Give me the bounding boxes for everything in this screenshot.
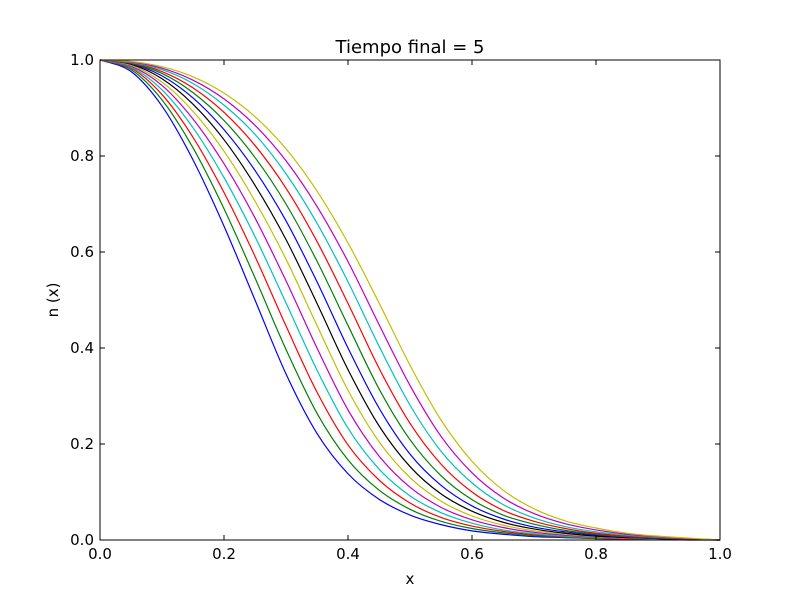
- x-tick-label: 0.0: [88, 545, 112, 563]
- x-tick-label: 0.4: [336, 545, 360, 563]
- y-axis-ticks: 0.0 0.2 0.4 0.6 0.8 1.0: [70, 51, 720, 549]
- series-line-12: [99, 59, 721, 541]
- plot-frame: [99, 59, 721, 541]
- series-line-1: [99, 59, 721, 541]
- series-line-3: [99, 59, 721, 541]
- series-lines: [99, 59, 721, 541]
- y-tick-label: 0.0: [70, 531, 94, 549]
- series-line-5: [99, 59, 721, 541]
- y-tick-label: 0.6: [70, 243, 94, 261]
- y-tick-label: 0.8: [70, 147, 94, 165]
- x-tick-label: 0.8: [584, 545, 608, 563]
- series-line-8: [99, 59, 721, 541]
- series-line-13: [99, 59, 721, 541]
- series-line-10: [99, 59, 721, 541]
- y-tick-label: 0.2: [70, 435, 94, 453]
- series-line-11: [99, 59, 721, 541]
- series-line-4: [99, 59, 721, 541]
- chart-title: Tiempo final = 5: [335, 37, 485, 58]
- series-line-7: [99, 59, 721, 541]
- y-tick-label: 1.0: [70, 51, 94, 69]
- series-line-6: [99, 59, 721, 541]
- x-tick-label: 0.2: [212, 545, 236, 563]
- x-axis-ticks: 0.0 0.2 0.4 0.6 0.8 1.0: [88, 60, 732, 563]
- y-tick-label: 0.4: [70, 339, 94, 357]
- series-line-2: [99, 59, 721, 541]
- x-axis-label: x: [406, 570, 415, 588]
- y-axis-label: n (x): [44, 283, 62, 318]
- series-line-9: [99, 59, 721, 541]
- x-tick-label: 1.0: [708, 545, 732, 563]
- x-tick-label: 0.6: [460, 545, 484, 563]
